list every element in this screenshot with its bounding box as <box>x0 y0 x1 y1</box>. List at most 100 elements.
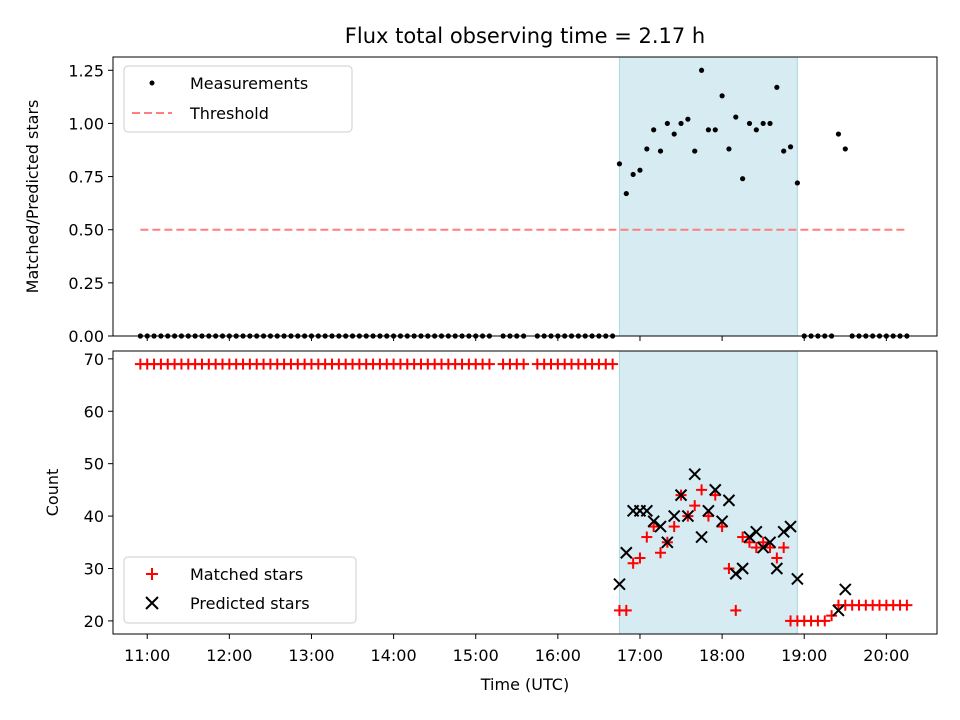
predicted-star-point <box>688 467 701 481</box>
bottom-y-tick-label: 30 <box>84 559 104 578</box>
matched-star-point <box>620 604 632 616</box>
matched-star-point <box>901 599 913 611</box>
measurement-point <box>726 146 732 152</box>
matched-star-point <box>668 521 680 533</box>
predicted-star-point <box>695 530 708 544</box>
predicted-star-point <box>715 515 729 528</box>
top-y-tick-label: 0.50 <box>68 221 104 240</box>
bottom-y-tick-label: 20 <box>84 612 104 631</box>
matched-star-point <box>627 557 639 569</box>
measurement-point <box>685 116 691 122</box>
predicted-star-point <box>729 567 742 580</box>
matched-star-point <box>778 542 790 554</box>
measurement-point <box>616 161 623 167</box>
bottom-y-tick-label: 40 <box>84 507 104 526</box>
measurement-point <box>664 120 670 127</box>
top-axes-frame <box>112 56 938 337</box>
measurement-point <box>692 148 698 154</box>
matched-star-point <box>655 547 667 559</box>
measurement-point <box>794 180 800 186</box>
legend-predicted-marker <box>145 596 159 610</box>
measurement-point <box>767 120 773 127</box>
matched-star-point <box>641 531 653 543</box>
measurement-point <box>787 144 794 150</box>
predicted-star-point <box>702 504 715 518</box>
measurement-point <box>712 127 718 133</box>
bottom-x-ticks: 11:00 12:00 13:00 14:00 15:00 16:00 17:00 18:00… <box>124 634 909 665</box>
matched-star-point <box>518 358 530 370</box>
predicted-star-point <box>763 536 777 549</box>
measurement-point <box>774 84 780 90</box>
matched-star-point <box>723 562 735 574</box>
matched-star-point <box>634 552 646 564</box>
measurement-point <box>623 190 629 197</box>
measurement-point <box>760 120 766 127</box>
bottom-y-axis-label: Count <box>43 469 62 517</box>
matched-star-point <box>689 500 701 512</box>
top-legend-box <box>123 65 353 133</box>
x-tick-label: 15:00 <box>453 646 499 665</box>
measurement-point <box>651 127 657 133</box>
predicted-star-point <box>640 504 654 518</box>
bottom-panel: 20 30 40 50 60 70 11:00 12:00 13:00 14:00 15:00 16… <box>43 350 938 694</box>
measurement-point <box>657 148 664 154</box>
bottom-y-tick-label: 60 <box>84 402 104 421</box>
bottom-axes-frame <box>112 350 938 635</box>
top-shaded-interval <box>618 56 798 337</box>
top-legend: Measurements Threshold <box>123 65 353 133</box>
measurement-point <box>644 146 650 152</box>
x-tick-label: 19:00 <box>781 646 827 665</box>
bottom-legend: Matched stars Predicted stars <box>123 556 357 624</box>
matched-star-point <box>702 510 714 522</box>
predicted-star-point <box>620 546 633 559</box>
bottom-y-tick-label: 70 <box>84 350 104 369</box>
matched-star-point <box>757 536 769 548</box>
predicted-star-point <box>647 515 660 528</box>
measurement-point <box>740 176 746 182</box>
top-y-tick-label: 0.25 <box>68 274 104 293</box>
matched-star-point <box>648 521 660 533</box>
x-tick-label: 11:00 <box>124 646 170 665</box>
bottom-y-tick-label: 50 <box>84 455 104 474</box>
x-tick-label: 14:00 <box>371 646 417 665</box>
measurement-point <box>746 120 753 127</box>
measurement-point <box>835 131 842 137</box>
bottom-shaded-interval <box>618 350 798 635</box>
predicted-star-point <box>674 488 688 502</box>
matched-star-point <box>764 542 776 554</box>
measurement-point <box>733 114 739 120</box>
measurement-point <box>705 127 712 133</box>
legend-predicted-label: Predicted stars <box>190 594 310 613</box>
predicted-star-point <box>722 494 736 507</box>
predicted-star-point <box>661 536 674 549</box>
matched-star-point <box>607 358 619 370</box>
matched-star-point <box>483 358 495 370</box>
matched-star-point <box>743 536 755 548</box>
bottom-y-ticks: 20 30 40 50 60 70 <box>84 350 113 631</box>
predicted-star-point <box>832 604 845 617</box>
measurement-point <box>719 93 725 99</box>
predicted-star-point <box>784 520 797 533</box>
top-y-ticks: 0.00 0.25 0.50 0.75 1.00 1.25 <box>68 61 113 346</box>
x-axis-label: Time (UTC) <box>480 675 569 694</box>
top-y-tick-label: 1.00 <box>68 114 104 133</box>
top-panel: 0.00 0.25 0.50 0.75 1.00 1.25 Matched/Predict… <box>23 56 938 346</box>
legend-measurements-marker <box>149 80 155 86</box>
matched-star-point <box>826 610 838 622</box>
matched-star-point <box>696 484 708 496</box>
predicted-star-point <box>770 562 784 575</box>
x-tick-label: 16:00 <box>535 646 581 665</box>
top-x-ticks <box>146 336 887 341</box>
chart-title: Flux total observing time = 2.17 h <box>345 24 705 48</box>
measurement-point <box>753 127 759 133</box>
matched-star-point <box>709 489 721 501</box>
measurement-point <box>630 171 636 178</box>
legend-measurements-label: Measurements <box>190 74 308 93</box>
predicted-stars-points <box>613 467 852 617</box>
matched-star-point <box>771 552 783 564</box>
predicted-star-point <box>667 509 681 523</box>
predicted-star-point <box>791 572 804 586</box>
matched-star-point <box>730 604 742 616</box>
matched-star-point <box>750 542 762 554</box>
matched-stars-points <box>134 358 913 627</box>
